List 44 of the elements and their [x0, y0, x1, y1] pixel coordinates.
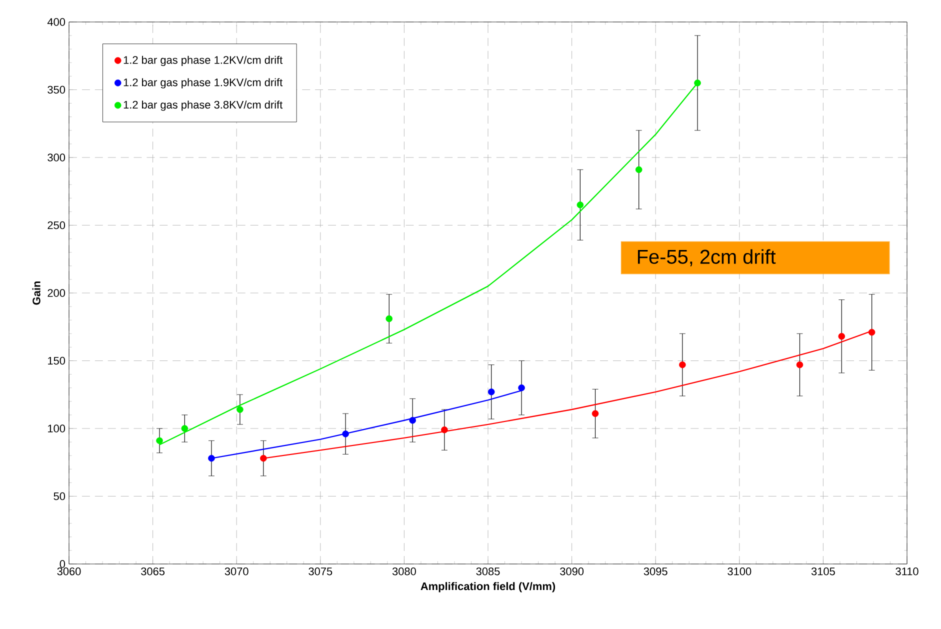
point	[260, 454, 267, 462]
legend-label: 1.2 bar gas phase 3.8KV/cm drift	[124, 100, 283, 111]
y-tick-label: 350	[48, 86, 66, 94]
x-tick-label: 3100	[728, 568, 752, 576]
x-tick-label: 3105	[811, 568, 835, 576]
y-tick-label: 400	[47, 18, 66, 26]
point	[592, 410, 599, 417]
x-tick-label: 3090	[560, 568, 584, 576]
point	[635, 166, 642, 174]
point	[409, 416, 416, 424]
point	[441, 426, 448, 434]
x-tick-label: 3060	[57, 568, 81, 576]
point	[386, 315, 393, 322]
point	[518, 384, 525, 392]
y-tick-label: 50	[54, 492, 66, 500]
point	[576, 202, 584, 208]
point	[694, 80, 701, 86]
point	[868, 328, 876, 336]
x-tick-label: 3080	[392, 568, 416, 576]
x-axis-title: Amplification field (V/mm)	[420, 582, 556, 592]
point	[208, 454, 215, 462]
point	[488, 388, 495, 396]
y-axis-title: Gain	[32, 281, 40, 305]
x-tick-label: 3075	[308, 568, 332, 576]
point	[156, 437, 163, 444]
x-tick-label: 3095	[644, 568, 668, 576]
y-tick-label: 250	[48, 221, 66, 230]
y-tick-label: 150	[48, 356, 66, 365]
point	[342, 430, 349, 438]
x-tick-label: 3110	[896, 568, 918, 576]
point	[181, 425, 188, 432]
x-tick-label: 3085	[476, 568, 500, 576]
y-tick-label: 100	[48, 424, 66, 432]
legend-label: 1.2 bar gas phase 1.9KV/cm drift	[124, 78, 283, 88]
point	[236, 406, 244, 413]
x-tick-label: 3065	[141, 568, 165, 576]
y-tick-label: 200	[48, 289, 66, 297]
legend-label: 1.2 bar gas phase 1.2KV/cm drift	[124, 56, 283, 66]
y-tick-label: 300	[48, 154, 66, 162]
point	[679, 361, 686, 368]
x-tick-label: 3070	[224, 568, 248, 576]
point	[796, 361, 804, 368]
point	[838, 332, 846, 340]
y-tick-label: 0	[60, 560, 66, 568]
